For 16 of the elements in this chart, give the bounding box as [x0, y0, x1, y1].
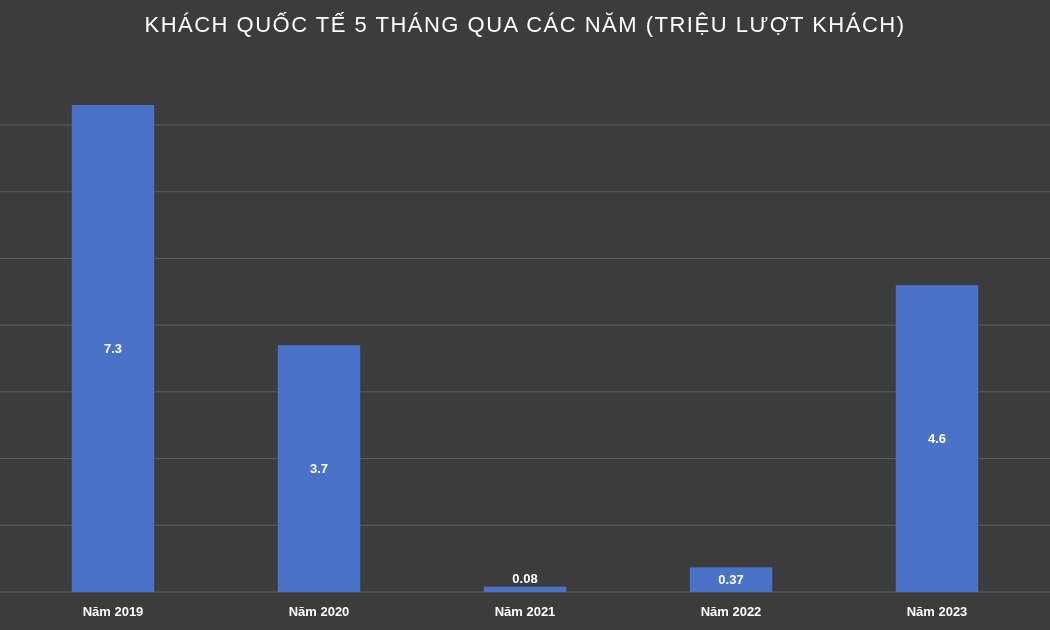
bar [71, 105, 155, 592]
bar [895, 285, 979, 592]
x-tick-label: Năm 2021 [494, 604, 556, 619]
chart-title: KHÁCH QUỐC TẾ 5 THÁNG QUA CÁC NĂM (TRIỆU LƯỢT KHÁCH) [144, 11, 906, 37]
x-tick-label: Năm 2023 [906, 604, 968, 619]
bar [483, 586, 567, 592]
x-tick-label: Năm 2019 [82, 604, 144, 619]
data-label: 0.08 [512, 571, 538, 587]
bar [277, 345, 361, 592]
data-label: 3.7 [309, 461, 329, 477]
x-tick-label: Năm 2020 [288, 604, 350, 619]
data-label: 4.6 [927, 431, 947, 447]
x-tick-label: Năm 2022 [700, 604, 762, 619]
data-label: 7.3 [103, 341, 123, 357]
data-label: 0.37 [718, 572, 744, 588]
bar [689, 567, 773, 592]
